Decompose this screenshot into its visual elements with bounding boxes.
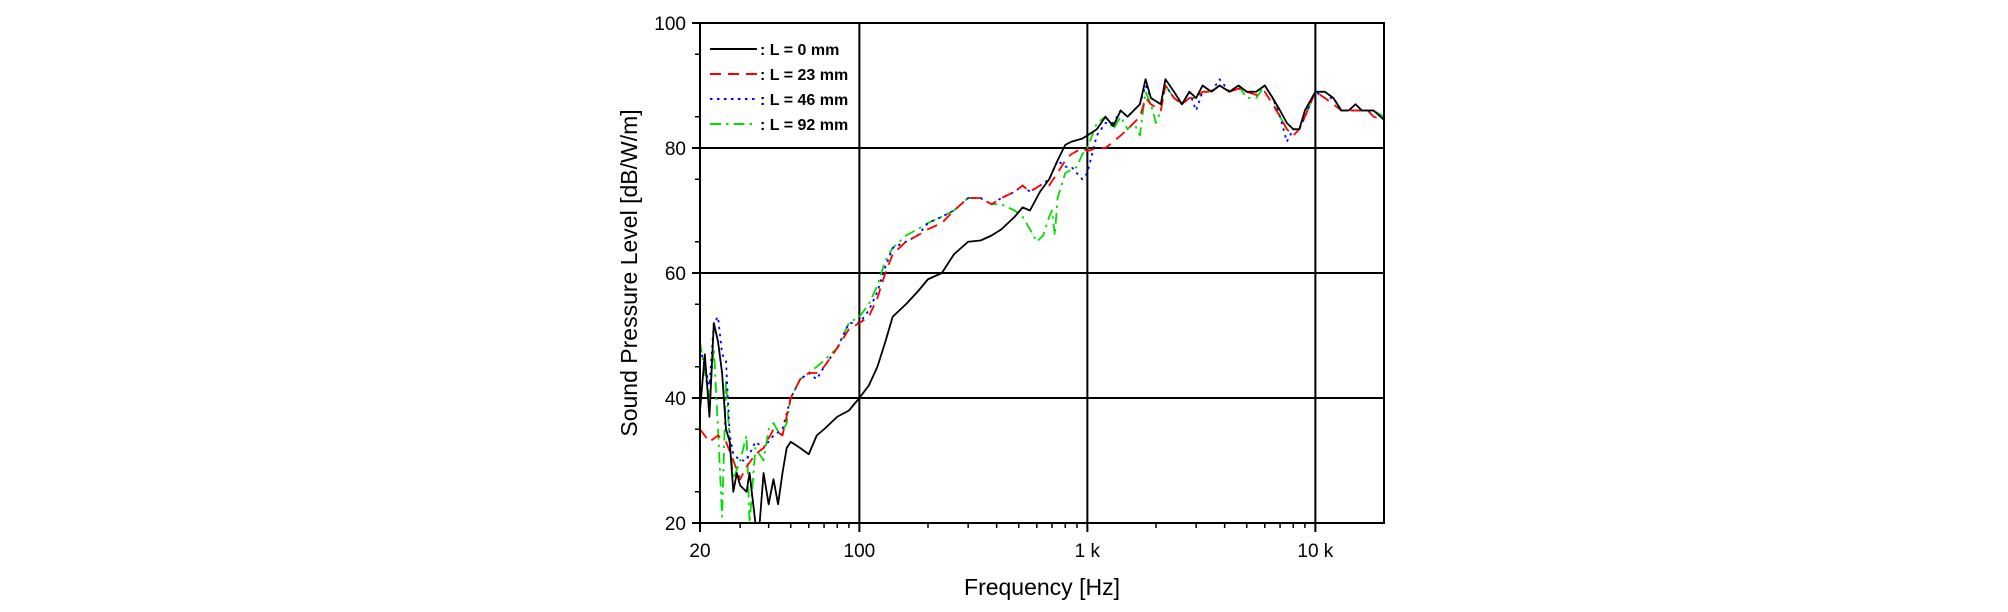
- y-axis-title: Sound Pressure Level [dB/W/m]: [616, 109, 642, 436]
- y-tick-label: 40: [665, 389, 686, 410]
- series-line-1: [700, 84, 1384, 481]
- series-line-3: [700, 84, 1384, 523]
- grid-layer: [700, 23, 1384, 523]
- y-tick-label: 100: [654, 14, 686, 35]
- x-axis-title: Frequency [Hz]: [964, 574, 1120, 600]
- x-tick-label: 20: [689, 541, 710, 562]
- legend-label-2: : L = 46 mm: [760, 92, 848, 109]
- x-tick-label: 10 k: [1297, 541, 1333, 562]
- legend-label-0: : L = 0 mm: [760, 42, 839, 59]
- series-line-0: [700, 78, 1384, 523]
- legend-label-3: : L = 92 mm: [760, 117, 848, 134]
- legend-label-1: : L = 23 mm: [760, 67, 848, 84]
- series-layer: [700, 78, 1384, 523]
- legend: : L = 0 mm : L = 23 mm : L = 46 mm : L = 92…: [710, 42, 848, 134]
- x-tick-label: 1 k: [1075, 541, 1101, 562]
- tick-layer: 20 40 60 80 100 20 100 1 k 10 k: [654, 14, 1334, 562]
- y-tick-label: 80: [665, 139, 686, 160]
- x-tick-label: 100: [844, 541, 876, 562]
- series-line-2: [700, 78, 1384, 462]
- y-tick-label: 60: [665, 264, 686, 285]
- y-tick-label: 20: [665, 514, 686, 535]
